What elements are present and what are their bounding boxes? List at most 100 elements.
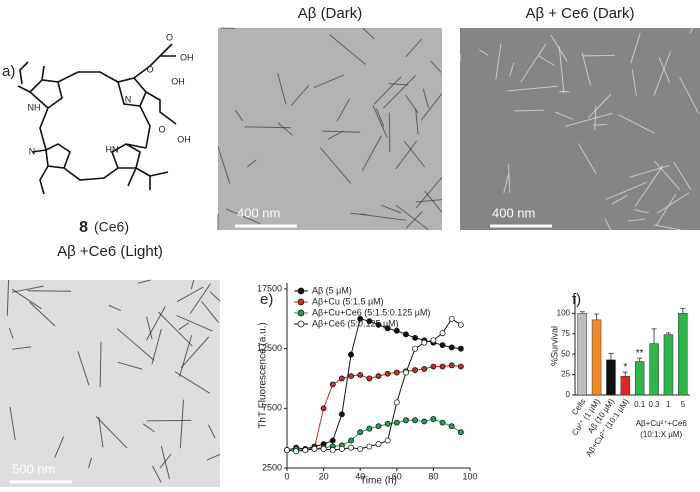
data-point [431,338,436,343]
bar [635,362,644,395]
bar [606,360,615,395]
data-point [422,366,427,371]
series-line [287,365,461,450]
data-point [367,444,372,449]
significance: * [623,362,627,373]
fibril [593,125,606,126]
data-point [413,368,418,373]
data-point [385,371,390,376]
data-point [348,373,353,378]
y-tick-label: 100 [557,308,571,317]
image-title: Aβ +Ce6 (Light) [57,243,163,260]
atom-label: NH [28,102,41,112]
data-point [458,322,463,327]
data-point [330,382,335,387]
bar [592,320,601,395]
data-point [376,442,381,447]
bar [650,344,659,395]
data-point [339,376,344,381]
x-tick-label: 20 [319,471,329,481]
data-point [294,449,299,454]
fibril [514,110,544,111]
data-point [385,421,390,426]
x-tick-label: 0.1 [634,400,646,409]
data-point [367,376,372,381]
data-point [422,419,427,424]
data-point [321,406,326,411]
data-point [458,346,463,351]
data-point [330,438,335,443]
y-tick-label: 17500 [257,283,282,293]
data-point [358,372,363,377]
y-tick-label: 0 [566,390,571,399]
x-tick-label: 80 [428,471,438,481]
panel-label: f) [572,291,581,308]
data-point [330,447,335,452]
y-tick-label: 2500 [262,462,282,472]
data-point [449,345,454,350]
tem-image [460,28,700,230]
data-point [440,331,445,336]
fibril [583,55,615,56]
atom-label: O [158,124,165,134]
group-label: (10:1:X µM) [640,430,682,439]
data-point [449,316,454,321]
data-point [403,418,408,423]
data-point [413,346,418,351]
x-tick-label: 5 [681,400,686,409]
panel-label: a) [2,63,15,80]
legend-marker [298,288,304,294]
data-point [321,446,326,451]
data-point [284,447,289,452]
y-tick-label: 75 [561,329,570,338]
y-tick-label: 25 [561,370,570,379]
scale-bar-label: 400 nm [492,205,535,220]
tem-image [0,280,220,487]
data-point [348,352,353,357]
x-tick-label: 0.3 [649,400,661,409]
data-point [348,438,353,443]
bar [578,313,587,395]
image-title: Aβ (Dark) [298,5,362,22]
legend-label: Aβ+Ce6 (5:0.125 µM) [312,318,399,328]
data-point [394,328,399,333]
legend-label: Aβ (5 µM) [312,285,352,295]
data-point [449,363,454,368]
data-point [376,373,381,378]
data-point [458,364,463,369]
data-point [348,445,353,450]
atom-label: N [29,146,36,156]
data-point [449,424,454,429]
atom-label: HN [106,144,119,154]
bar [664,335,673,395]
data-point [376,424,381,429]
group-label: Aβ+Cu²⁺+Ce6 [636,419,688,428]
data-point [385,438,390,443]
y-axis-label: ThT Fluorescence (a.u.) [258,322,269,429]
atom-label: N [125,94,132,104]
panel-label: e) [260,291,273,308]
data-point [403,370,408,375]
atom-label: OH [177,134,191,144]
image-title: Aβ + Ce6 (Dark) [525,5,634,22]
legend-marker [298,321,304,327]
bar [621,376,630,395]
x-tick-label: 100 [462,471,477,481]
data-point [312,446,317,451]
data-point [358,446,363,451]
legend-marker [298,310,304,316]
y-axis-label: %Survival [549,326,559,366]
data-point [394,370,399,375]
data-point [458,430,463,435]
x-tick-label: 1 [666,400,671,409]
x-tick-label: 0 [284,471,289,481]
data-point [440,342,445,347]
data-point [394,400,399,405]
compound-name: (Ce6) [94,219,129,235]
x-axis-label: Time (h) [360,476,397,487]
data-point [431,364,436,369]
scale-bar-label: 400 nm [237,205,280,220]
bar [678,313,687,395]
